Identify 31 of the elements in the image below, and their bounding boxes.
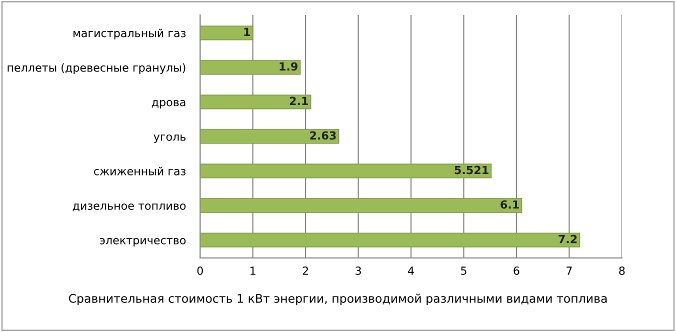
- x-tick-label: 7: [566, 266, 572, 275]
- y-tick-label: дизельное топливо: [72, 203, 186, 212]
- x-tick-label: 2: [302, 266, 308, 275]
- bar: [200, 94, 312, 110]
- x-tick-label: 1: [250, 266, 256, 275]
- x-tick-label: 4: [408, 266, 414, 275]
- data-label: 5.521: [454, 166, 488, 174]
- x-tick-label: 6: [514, 266, 520, 275]
- data-label: 1: [244, 28, 250, 36]
- y-tick-label: магистральный газ: [74, 28, 186, 40]
- data-label: 1.9: [280, 62, 298, 71]
- x-tick-label: 8: [619, 266, 625, 275]
- bar: [200, 26, 254, 40]
- bar: [200, 164, 492, 178]
- y-tick-label: сжиженный газ: [94, 166, 186, 176]
- data-label: 6.1: [500, 200, 519, 209]
- data-label: 2.63: [310, 131, 336, 140]
- x-tick-label: 3: [356, 266, 361, 275]
- x-axis-title: Сравнительная стоимость 1 кВт энергии, производимой различными видами топлива: [68, 294, 607, 306]
- bar: [200, 129, 340, 144]
- bar: [200, 198, 522, 213]
- data-label: 7.2: [558, 234, 577, 244]
- x-tick-label: 0: [197, 266, 203, 275]
- y-tick-label: дрова: [152, 100, 186, 108]
- data-label: 2.1: [290, 96, 308, 105]
- y-tick-label: электричество: [100, 238, 186, 247]
- bar: [200, 232, 580, 248]
- y-tick-label: пеллеты (древесные гранулы): [8, 63, 186, 74]
- y-tick-label: уголь: [154, 134, 186, 143]
- bar: [200, 60, 301, 75]
- x-tick-label: 5: [461, 266, 466, 275]
